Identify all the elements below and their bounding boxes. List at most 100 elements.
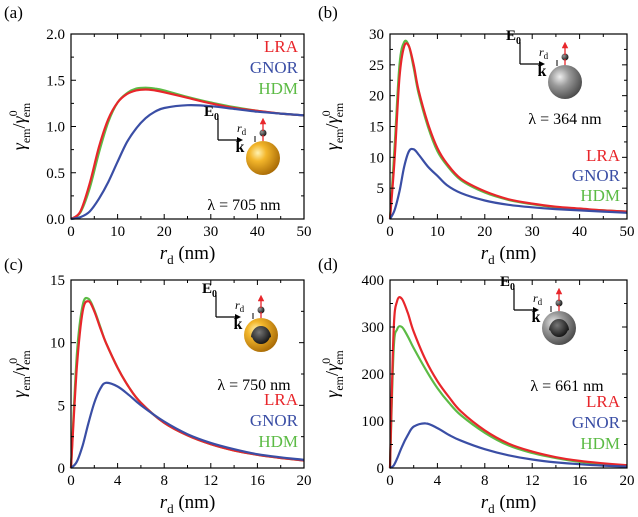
x-tick-label: 30	[203, 224, 218, 240]
y-tick-label: 10	[50, 336, 65, 352]
k-vector-label: k	[234, 316, 243, 333]
particle-core-sphere	[252, 326, 270, 344]
y-tick-label: 1.5	[46, 73, 65, 89]
particle-schematic: E0 k rd	[500, 274, 576, 345]
rd-label: rd	[237, 121, 247, 137]
x-tick-label: 0	[67, 473, 75, 489]
series-line-gnor	[389, 422, 628, 469]
k-vector-label: k	[236, 139, 245, 156]
legend-hdm: HDM	[580, 434, 620, 453]
e-field-label: E0	[500, 274, 515, 293]
y-tick-label: 100	[362, 414, 385, 430]
x-axis-label-r: r	[481, 243, 489, 264]
k-vector-label: k	[538, 63, 547, 80]
x-axis-label-unit: (nm)	[495, 492, 537, 513]
e-field-sub: 0	[214, 112, 219, 123]
x-tick-label: 50	[620, 224, 635, 240]
x-tick-label: 8	[481, 473, 489, 489]
x-tick-label: 10	[430, 224, 445, 240]
legend-lra: LRA	[586, 392, 621, 411]
wavelength-label: λ = 364 nm	[528, 111, 602, 128]
y-axis-sub0: em	[332, 350, 346, 365]
x-axis-label-sub: d	[488, 252, 495, 267]
series-line-lra	[69, 300, 305, 469]
y-axis-label: γem/γ0em	[319, 350, 346, 398]
legend-gnor: GNOR	[250, 58, 299, 77]
y-tick-label: 5	[58, 398, 66, 414]
y-tick-label: 0	[58, 461, 66, 477]
legend-gnor: GNOR	[250, 411, 299, 430]
x-tick-label: 30	[525, 224, 540, 240]
e-field-label: E0	[204, 104, 219, 123]
y-tick-label: 5	[377, 181, 385, 197]
y-axis-sub: em	[332, 128, 346, 143]
y-axis-sub0: em	[332, 102, 346, 117]
y-tick-label: 300	[362, 320, 385, 336]
x-tick-label: 40	[572, 224, 587, 240]
legend-hdm: HDM	[258, 432, 298, 451]
rd-label: rd	[235, 298, 245, 314]
x-axis-label-r: r	[160, 243, 168, 264]
y-axis-label: γem/γ0em	[319, 102, 346, 150]
rd-letter: r	[539, 45, 544, 59]
y-axis-gamma0: γ	[322, 115, 342, 123]
series-line-gnor	[389, 147, 628, 220]
k-vector-label: k	[532, 309, 541, 326]
y-axis-sub0: em	[19, 102, 33, 117]
series-line-lra	[388, 42, 628, 220]
x-tick-label: 40	[250, 224, 265, 240]
x-axis-label: rd (nm)	[481, 243, 537, 267]
y-axis-sup: 0	[6, 358, 20, 364]
legend-hdm: HDM	[580, 186, 620, 205]
y-axis-slash: /	[9, 371, 29, 376]
x-tick-label: 4	[434, 473, 442, 489]
e-field-sub: 0	[510, 282, 515, 293]
y-tick-label: 15	[50, 273, 65, 289]
panel-a: 0 10 20 30 40 500.00.51.01.52.0(a)rd (nm)γem/…	[4, 3, 312, 267]
x-axis-label-unit: (nm)	[174, 492, 216, 513]
x-axis-label-unit: (nm)	[174, 243, 216, 264]
x-axis-label-r: r	[481, 492, 489, 513]
y-tick-label: 0.5	[46, 166, 65, 182]
x-tick-label: 12	[525, 473, 540, 489]
e-field-label: E0	[202, 281, 217, 300]
panel-label: (c)	[4, 255, 23, 274]
y-tick-label: 25	[369, 58, 384, 74]
series-line-gnor	[70, 381, 305, 469]
legend-gnor: GNOR	[572, 166, 621, 185]
x-tick-label: 0	[67, 224, 75, 240]
series-line-gnor	[70, 104, 305, 221]
x-axis-label: rd (nm)	[481, 492, 537, 516]
y-axis-gamma0: γ	[9, 115, 29, 123]
silver-sphere-particle	[548, 65, 582, 99]
legend-lra: LRA	[264, 390, 299, 409]
x-tick-label: 16	[250, 473, 266, 489]
x-axis-label-unit: (nm)	[495, 243, 537, 264]
dipole-emitter	[555, 299, 563, 307]
y-axis-gamma: γ	[9, 390, 29, 398]
x-tick-label: 0	[386, 224, 394, 240]
x-tick-label: 0	[386, 473, 394, 489]
x-axis-label: rd (nm)	[160, 243, 216, 267]
x-axis-label-sub: d	[167, 501, 174, 516]
e-field-letter: E	[204, 104, 214, 120]
x-tick-label: 20	[477, 224, 492, 240]
wavelength-label: λ = 705 nm	[207, 197, 281, 214]
y-tick-label: 0	[377, 212, 385, 228]
wavelength-label: λ = 750 nm	[217, 377, 291, 394]
legend-lra: LRA	[586, 146, 621, 165]
e-field-sub: 0	[212, 289, 217, 300]
y-axis-sup: 0	[319, 110, 333, 116]
y-tick-label: 0	[377, 461, 385, 477]
rd-letter: r	[237, 121, 242, 135]
y-tick-label: 1.0	[46, 120, 65, 136]
legend-gnor: GNOR	[572, 413, 621, 432]
legend-hdm: HDM	[258, 79, 298, 98]
x-tick-label: 20	[157, 224, 172, 240]
rd-sub: d	[242, 127, 247, 137]
y-axis-slash: /	[322, 371, 342, 376]
rd-sub: d	[240, 304, 245, 314]
rd-label: rd	[533, 291, 543, 307]
rd-label: rd	[539, 45, 549, 61]
